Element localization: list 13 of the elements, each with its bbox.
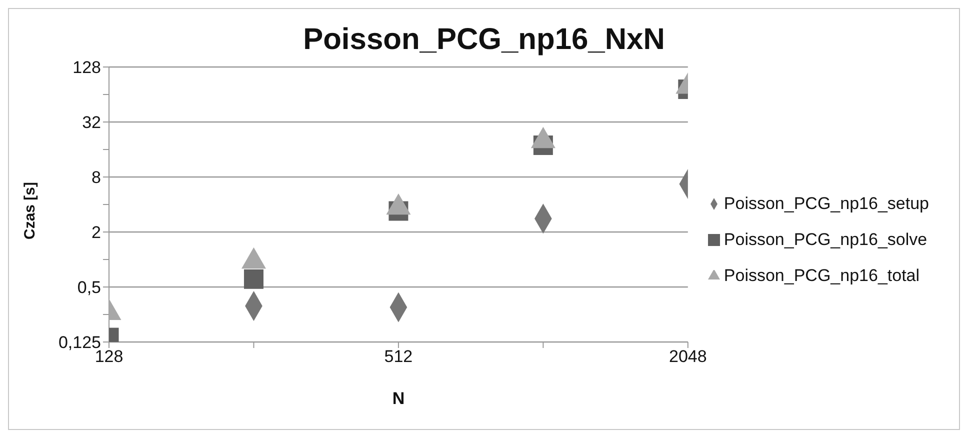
y-tick-label: 2 — [92, 223, 101, 242]
legend-label: Poisson_PCG_np16_setup — [724, 194, 929, 212]
x-axis-title: N — [392, 389, 405, 408]
y-tick-label: 0,5 — [77, 278, 101, 298]
x-tick-label: 2048 — [668, 347, 707, 366]
chart-title: Poisson_PCG_np16_NxN — [302, 23, 666, 57]
y-tick-label: 8 — [92, 168, 101, 188]
y-tick-label: 128 — [72, 58, 101, 78]
y-tick-label: 32 — [82, 113, 101, 132]
legend-label: Poisson_PCG_np16_solve — [724, 230, 928, 248]
y-axis-title: Czas [s] — [21, 182, 38, 240]
x-tick-label: 512 — [384, 347, 413, 366]
legend-label: Poisson_PCG_np16_total — [724, 266, 920, 284]
